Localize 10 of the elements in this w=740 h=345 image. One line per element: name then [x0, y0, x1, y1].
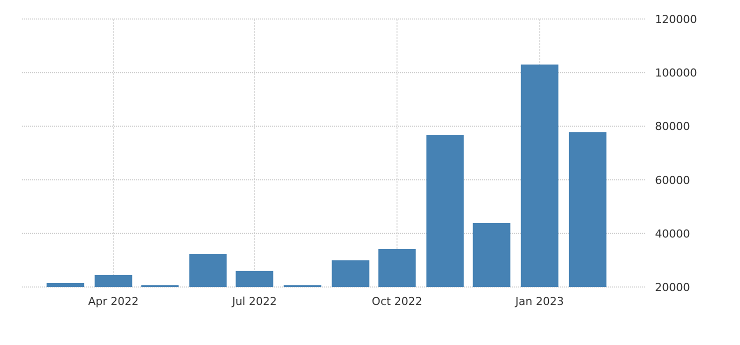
x-tick-label: Jul 2022 — [231, 295, 277, 308]
y-tick-label: 100000 — [655, 66, 697, 80]
y-tick-label: 120000 — [655, 13, 697, 26]
y-tick-label: 40000 — [655, 227, 690, 240]
y-tick-label: 60000 — [655, 174, 690, 187]
y-tick-label: 80000 — [655, 120, 690, 134]
x-tick-label: Oct 2022 — [372, 295, 422, 308]
x-tick-label: Jan 2023 — [514, 295, 564, 308]
x-tick-label: Apr 2022 — [88, 295, 139, 308]
y-tick-label: 20000 — [655, 281, 690, 294]
